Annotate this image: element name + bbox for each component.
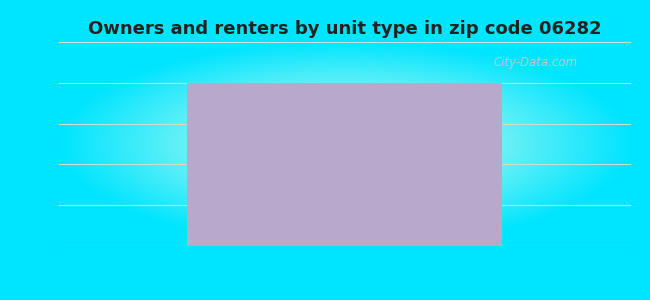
Bar (187, 83, 502, 246)
Text: City-Data.com: City-Data.com (493, 56, 577, 69)
Title: Owners and renters by unit type in zip code 06282: Owners and renters by unit type in zip c… (88, 20, 601, 38)
